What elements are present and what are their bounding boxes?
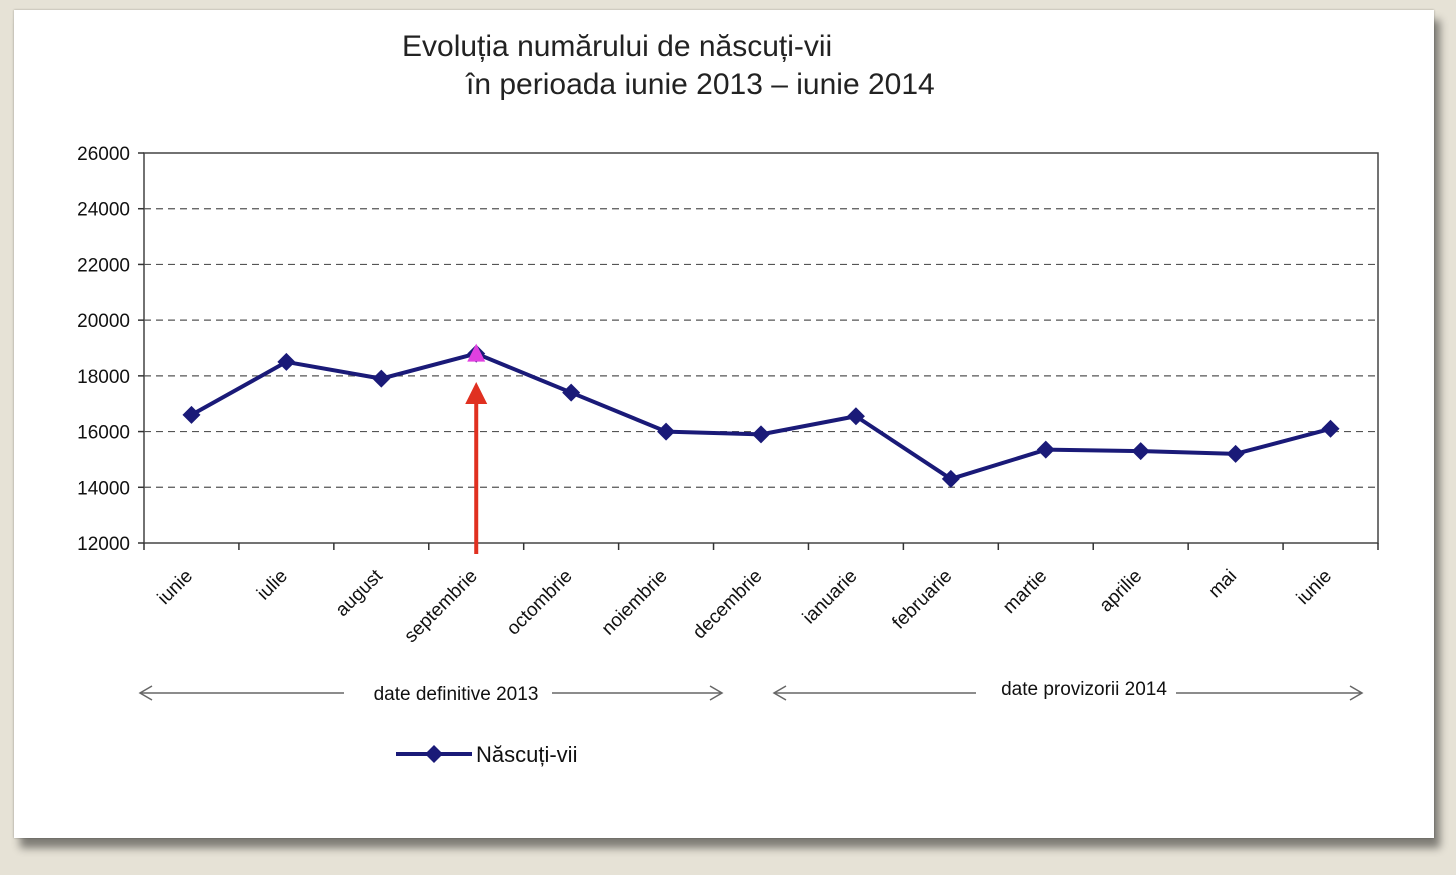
- data-point-marker: [1321, 419, 1340, 438]
- y-tick-label: 16000: [77, 423, 130, 444]
- plot-frame: [143, 152, 1379, 544]
- data-point-marker: [1226, 444, 1245, 463]
- data-point-marker: [372, 369, 391, 388]
- x-tick-label: septembrie: [400, 566, 481, 647]
- series-line-nascuti-vii: [190, 351, 1332, 481]
- x-tick-label: august: [332, 565, 388, 621]
- x-tick-label: martie: [999, 566, 1051, 618]
- period-arrow-head: [772, 685, 787, 701]
- data-point-marker: [846, 407, 865, 426]
- x-tick-label: februarie: [888, 566, 956, 634]
- data-point-marker: [277, 352, 296, 371]
- legend-label: Născuți-vii: [476, 742, 577, 767]
- highlight-marker: [467, 343, 486, 362]
- x-tick-label: iulie: [253, 566, 292, 605]
- y-tick-label: 26000: [77, 144, 130, 165]
- x-tick-label: aprilie: [1096, 566, 1147, 617]
- line-chart: 26000 24000 22000 20000 18000 16000 14000 12000…: [77, 144, 1379, 767]
- y-tick-label: 14000: [77, 478, 130, 499]
- x-tick-label: noiembrie: [598, 566, 672, 640]
- data-point-marker: [657, 422, 676, 441]
- x-tick-label: iunie: [1293, 566, 1336, 609]
- y-tick-label: 24000: [77, 200, 130, 221]
- chart-title-line2: în perioada iunie 2013 – iunie 2014: [466, 68, 935, 101]
- y-tick-label: 20000: [77, 311, 130, 332]
- data-point-marker: [562, 383, 581, 402]
- red-arrow-head: [465, 382, 488, 404]
- paper-sheet: Evoluția numărului de născuți-vii în per…: [14, 10, 1434, 838]
- x-tick-label: decembrie: [689, 566, 767, 644]
- x-tick-label: ianuarie: [799, 566, 862, 629]
- x-tick-label: mai: [1205, 566, 1242, 603]
- x-tick-label: octombrie: [503, 566, 577, 640]
- data-point-marker: [182, 405, 201, 424]
- y-tick-label: 18000: [77, 367, 130, 388]
- y-tick-label: 22000: [77, 255, 130, 276]
- period-arrow-head: [1349, 685, 1364, 701]
- data-point-marker: [941, 469, 960, 488]
- chart-title-line1: Evoluția numărului de născuți-vii: [402, 30, 833, 63]
- period-arrow-head: [709, 685, 724, 701]
- data-point-marker: [1131, 442, 1150, 461]
- data-point-marker: [752, 425, 770, 444]
- period-arrow-head: [138, 685, 153, 701]
- data-point-marker: [1036, 440, 1055, 459]
- period-label-provisional: date provizorii 2014: [1001, 679, 1167, 700]
- x-tick-label: iunie: [154, 566, 197, 609]
- legend-marker: [425, 745, 443, 763]
- y-tick-label: 12000: [77, 534, 130, 555]
- period-label-definitive: date definitive 2013: [374, 684, 539, 705]
